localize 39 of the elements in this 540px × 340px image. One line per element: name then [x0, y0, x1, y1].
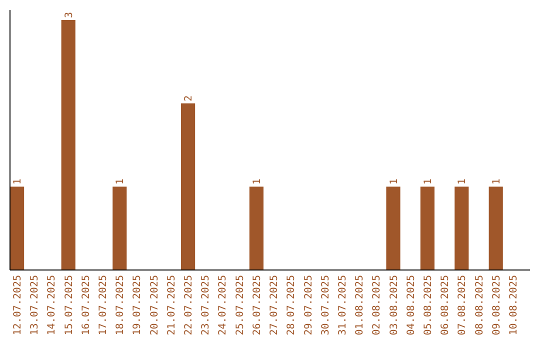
x-tick-label: 31.07.2025 [337, 275, 348, 336]
x-tick-label: 23.07.2025 [200, 275, 212, 336]
data-label: 1 [252, 178, 263, 185]
data-label: 1 [457, 178, 468, 185]
x-tick-label: 27.07.2025 [269, 275, 280, 336]
data-label: 1 [115, 178, 126, 185]
data-label: 2 [184, 95, 195, 102]
x-tick-label: 24.07.2025 [218, 275, 229, 336]
x-tick-label: 02.08.2025 [372, 275, 383, 336]
x-tick-label: 15.07.2025 [64, 275, 75, 336]
x-tick-label: 01.08.2025 [354, 275, 366, 336]
data-label: 1 [491, 178, 502, 185]
x-tick-label: 03.08.2025 [388, 275, 400, 336]
x-tick-label: 17.07.2025 [98, 275, 110, 336]
data-label: 1 [12, 178, 24, 185]
data-label: 1 [388, 178, 400, 185]
x-tick-label: 07.08.2025 [457, 275, 468, 336]
x-tick-label: 21.07.2025 [166, 275, 178, 336]
x-tick-label: 08.08.2025 [474, 275, 486, 336]
x-tick-label: 29.07.2025 [303, 275, 314, 336]
x-tick-label: 16.07.2025 [80, 275, 92, 336]
x-tick-label: 22.07.2025 [184, 275, 195, 336]
x-tick-label: 26.07.2025 [252, 275, 263, 336]
x-tick-label: 06.08.2025 [440, 275, 452, 336]
x-tick-label: 13.07.2025 [30, 275, 41, 336]
x-tick-label: 09.08.2025 [491, 275, 502, 336]
data-label: 3 [64, 12, 75, 18]
x-tick-label: 18.07.2025 [115, 275, 126, 336]
x-tick-label: 04.08.2025 [406, 275, 417, 336]
x-tick-label: 19.07.2025 [132, 275, 144, 336]
x-tick-label: 10.08.2025 [508, 275, 520, 336]
x-tick-label: 28.07.2025 [286, 275, 298, 336]
x-tick-label: 05.08.2025 [422, 275, 434, 336]
data-label: 1 [422, 178, 434, 185]
x-tick-label: 14.07.2025 [46, 275, 58, 336]
x-tick-label: 20.07.2025 [149, 275, 160, 336]
x-tick-label: 25.07.2025 [234, 275, 246, 336]
x-tick-label: 30.07.2025 [320, 275, 332, 336]
x-tick-label: 12.07.2025 [12, 275, 24, 336]
